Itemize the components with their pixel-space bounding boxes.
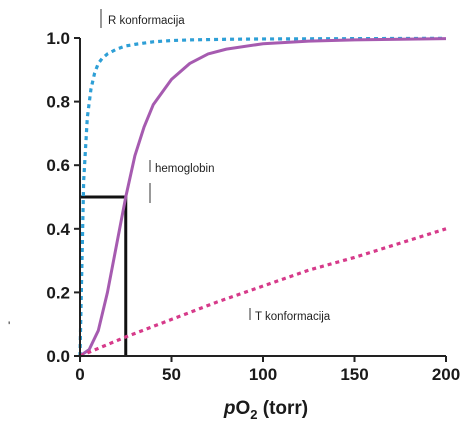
- p50-marker: [80, 195, 128, 356]
- y-tick-label: 0.0: [46, 347, 70, 366]
- y-tick-label: 0.6: [46, 156, 70, 175]
- y-axis-stray-mark: ': [8, 319, 10, 333]
- x-tick-label: 0: [75, 365, 84, 384]
- annotation-t-konformacija: T konformacija: [255, 311, 331, 323]
- x-tick-label: 100: [249, 365, 277, 384]
- x-axis-label: pO2 (torr): [223, 398, 308, 422]
- y-tick-label: 0.4: [46, 220, 70, 239]
- annotation-hemoglobin: hemoglobin: [155, 163, 214, 175]
- series-line-hemoglobin: [79, 37, 447, 358]
- annotation-r-konformacija: R konformacija: [108, 15, 185, 27]
- y-tick-label: 1.0: [46, 29, 70, 48]
- x-axis-label-italic: p: [223, 398, 236, 419]
- y-tick-label: 0.8: [46, 93, 70, 112]
- x-tick-label: 200: [432, 365, 460, 384]
- x-tick-label: 50: [162, 365, 181, 384]
- ticks-layer: 0.0 0.2 0.4 0.6 0.8 1.0 0 50 100 150 200: [46, 29, 460, 384]
- x-axis-label-base: O: [235, 398, 250, 419]
- series-line-r-konformacija: [78, 36, 447, 357]
- markers-layer: [80, 195, 128, 356]
- series-layer: [78, 36, 447, 358]
- series-line-t-konformacija: [79, 227, 447, 358]
- x-tick-label: 150: [340, 365, 368, 384]
- axes-layer: [79, 38, 446, 357]
- y-tick-label: 0.2: [46, 283, 70, 302]
- x-axis-label-sub: 2: [250, 407, 257, 422]
- x-axis-label-rest: (torr): [257, 398, 308, 419]
